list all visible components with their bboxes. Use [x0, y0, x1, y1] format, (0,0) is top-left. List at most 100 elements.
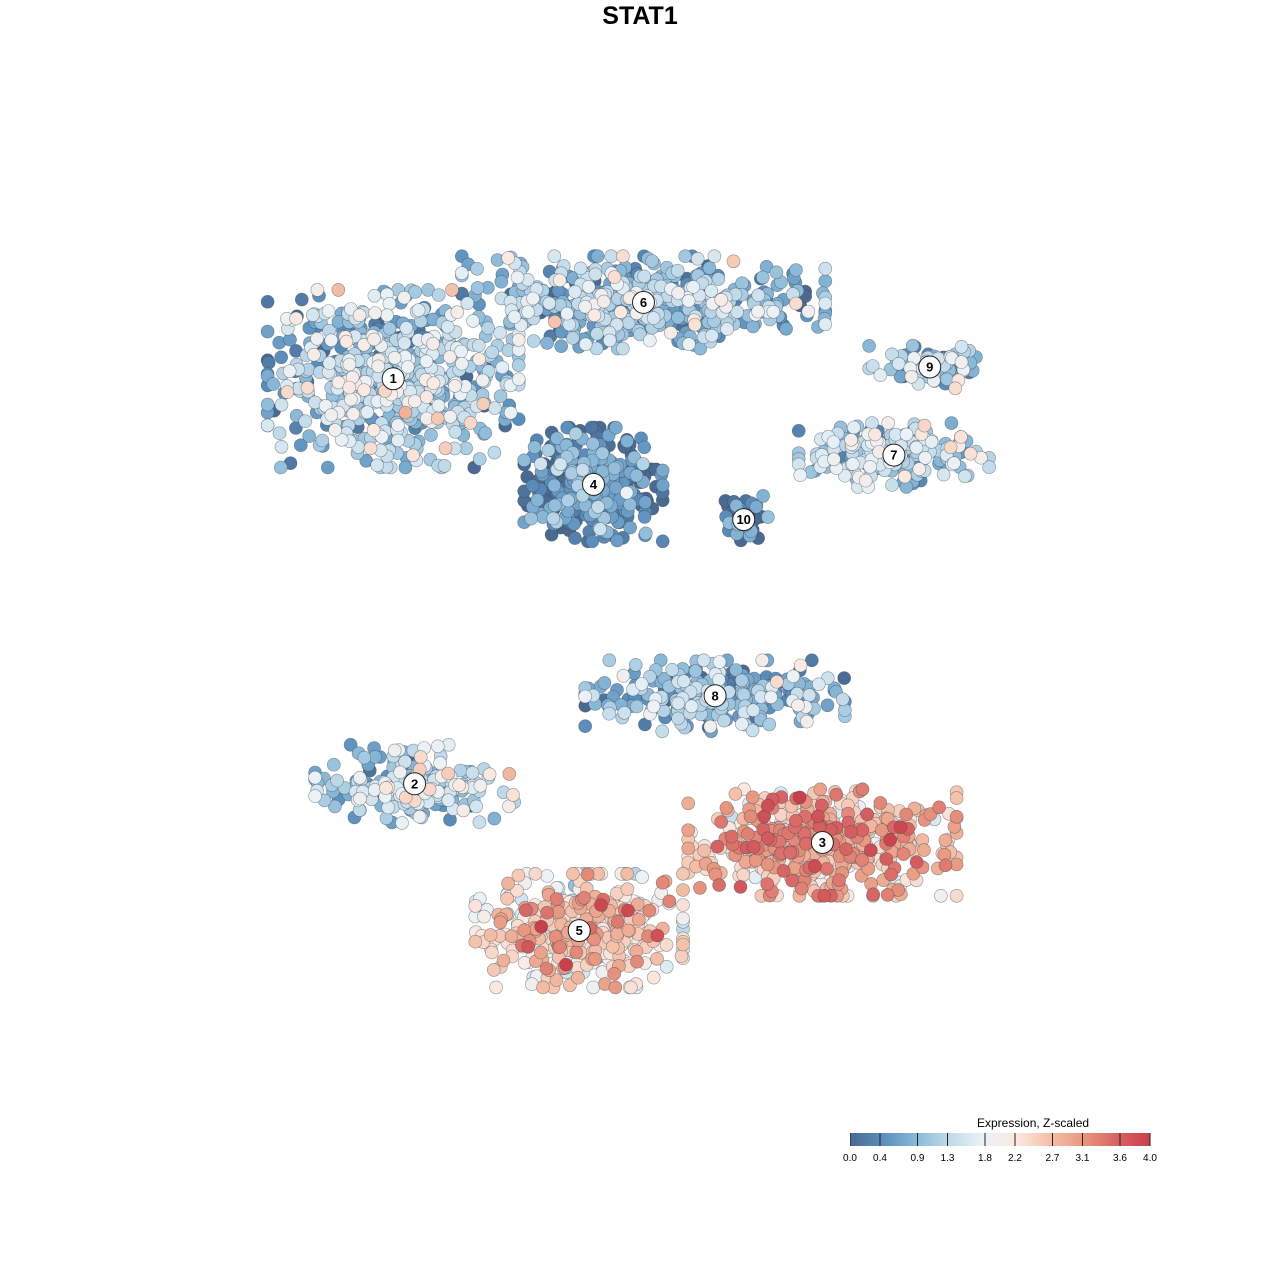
- cell-point: [615, 341, 630, 356]
- cell-point: [665, 662, 680, 677]
- cell-point: [855, 782, 870, 797]
- cell-point: [426, 336, 440, 351]
- cell-point: [528, 866, 543, 881]
- cell-point: [360, 405, 375, 420]
- cell-point: [873, 796, 888, 810]
- cell-point: [399, 321, 414, 335]
- svg-text:3: 3: [819, 835, 826, 850]
- cell-point: [863, 459, 877, 474]
- cell-point: [621, 903, 635, 918]
- cell-point: [310, 331, 324, 346]
- cell-point: [760, 877, 775, 891]
- cell-point: [818, 296, 833, 311]
- cell-point: [638, 526, 653, 541]
- cell-point: [294, 292, 309, 307]
- svg-text:8: 8: [711, 688, 718, 703]
- cell-point: [521, 305, 535, 319]
- cell-point: [733, 880, 748, 894]
- cell-point: [452, 778, 467, 793]
- cell-point: [837, 671, 852, 685]
- cell-point: [883, 832, 898, 847]
- cell-point: [442, 350, 457, 364]
- cell-point: [646, 970, 661, 985]
- cell-point: [949, 888, 964, 903]
- cell-point: [659, 938, 674, 952]
- cell-point: [748, 853, 763, 868]
- cell-point: [791, 423, 806, 438]
- cell-point: [382, 296, 397, 311]
- cell-point: [904, 369, 919, 384]
- cell-point: [554, 339, 569, 354]
- cell-point: [610, 914, 625, 929]
- cell-point: [400, 360, 415, 374]
- cell-point: [430, 411, 445, 426]
- cell-point: [594, 898, 608, 912]
- cell-point: [637, 269, 651, 284]
- cell-point: [684, 699, 699, 714]
- svg-text:10: 10: [736, 512, 750, 527]
- cell-point: [746, 703, 761, 718]
- cell-point: [471, 338, 486, 353]
- cell-point: [670, 263, 685, 278]
- cell-point: [352, 308, 367, 323]
- cell-point: [623, 497, 637, 512]
- cell-point: [411, 303, 426, 317]
- cell-point: [541, 443, 556, 458]
- cell-point: [628, 658, 643, 672]
- cell-point: [743, 809, 758, 824]
- cell-point: [682, 337, 696, 352]
- cell-point: [586, 436, 600, 451]
- cell-point: [397, 336, 412, 350]
- cell-point: [885, 478, 899, 492]
- cell-point: [860, 807, 875, 822]
- cell-point: [387, 350, 402, 365]
- legend-tick-label: 0.0: [843, 1153, 857, 1164]
- cell-point: [949, 791, 964, 805]
- cell-point: [610, 533, 625, 548]
- cell-point: [430, 739, 445, 754]
- cell-point: [395, 816, 409, 830]
- cell-point: [363, 441, 378, 456]
- legend-tick-label: 0.4: [873, 1153, 887, 1164]
- cell-point: [370, 458, 385, 473]
- cell-point: [380, 308, 394, 323]
- cell-point: [565, 331, 580, 345]
- cell-point: [678, 249, 693, 264]
- cell-point: [534, 919, 549, 934]
- cell-point: [607, 461, 622, 476]
- cell-point: [578, 719, 593, 734]
- cell-point: [770, 674, 784, 689]
- legend-title: Expression, Z-scaled: [977, 1116, 1090, 1130]
- cell-point: [482, 767, 497, 782]
- legend-ticks: [850, 1133, 1151, 1146]
- cell-point: [526, 334, 541, 348]
- cell-point: [448, 379, 462, 393]
- cell-point: [676, 674, 691, 689]
- cell-point: [331, 283, 346, 297]
- cell-point: [820, 862, 834, 876]
- cell-point: [707, 249, 722, 264]
- cell-point: [662, 894, 677, 909]
- cluster-label-4: 4: [582, 472, 605, 496]
- legend-gradient: [850, 1133, 1150, 1146]
- cell-point: [419, 354, 434, 369]
- cell-point: [546, 511, 561, 526]
- cell-point: [577, 891, 591, 905]
- cell-point: [501, 876, 515, 891]
- cell-point: [616, 668, 631, 683]
- cell-point: [426, 376, 441, 391]
- cell-point: [526, 291, 540, 306]
- cell-point: [588, 267, 603, 282]
- cell-point: [671, 286, 686, 300]
- cell-point: [881, 416, 896, 430]
- cell-point: [448, 425, 463, 439]
- cell-point: [735, 717, 749, 731]
- cell-point: [517, 453, 532, 468]
- cell-point: [407, 394, 422, 409]
- cluster-label-10: 10: [732, 508, 756, 532]
- cell-point: [729, 663, 743, 677]
- cell-point: [602, 706, 617, 721]
- cell-point: [353, 791, 367, 806]
- cell-point: [749, 499, 764, 514]
- cell-point: [476, 397, 491, 411]
